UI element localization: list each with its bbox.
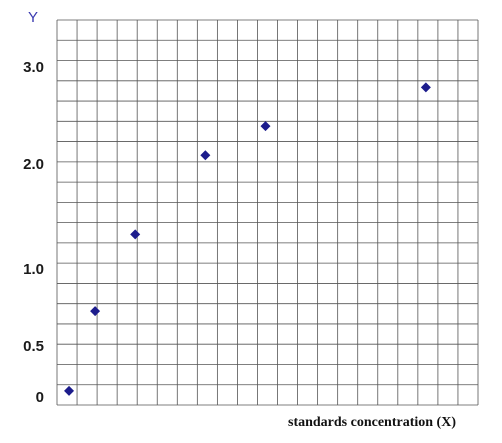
y-axis-title: Y [28,9,38,26]
data-point [260,121,271,132]
y-tick-label: 1.0 [23,261,44,278]
grid [56,19,479,406]
y-tick-labels: 0 0.5 1.0 2.0 3.0 [23,59,44,406]
data-point [200,150,211,161]
y-tick-label: 0.5 [23,338,44,355]
x-axis-title: standards concentration (X) [288,415,456,430]
data-point [90,306,101,317]
y-tick-label: 0 [36,389,44,406]
y-tick-label: 2.0 [23,156,44,173]
data-point [130,229,141,240]
data-points [64,82,431,396]
data-point [64,385,75,396]
data-point [420,82,431,93]
y-tick-label: 3.0 [23,59,44,76]
